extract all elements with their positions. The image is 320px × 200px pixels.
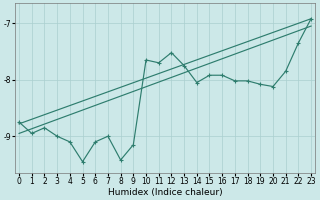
X-axis label: Humidex (Indice chaleur): Humidex (Indice chaleur) <box>108 188 222 197</box>
